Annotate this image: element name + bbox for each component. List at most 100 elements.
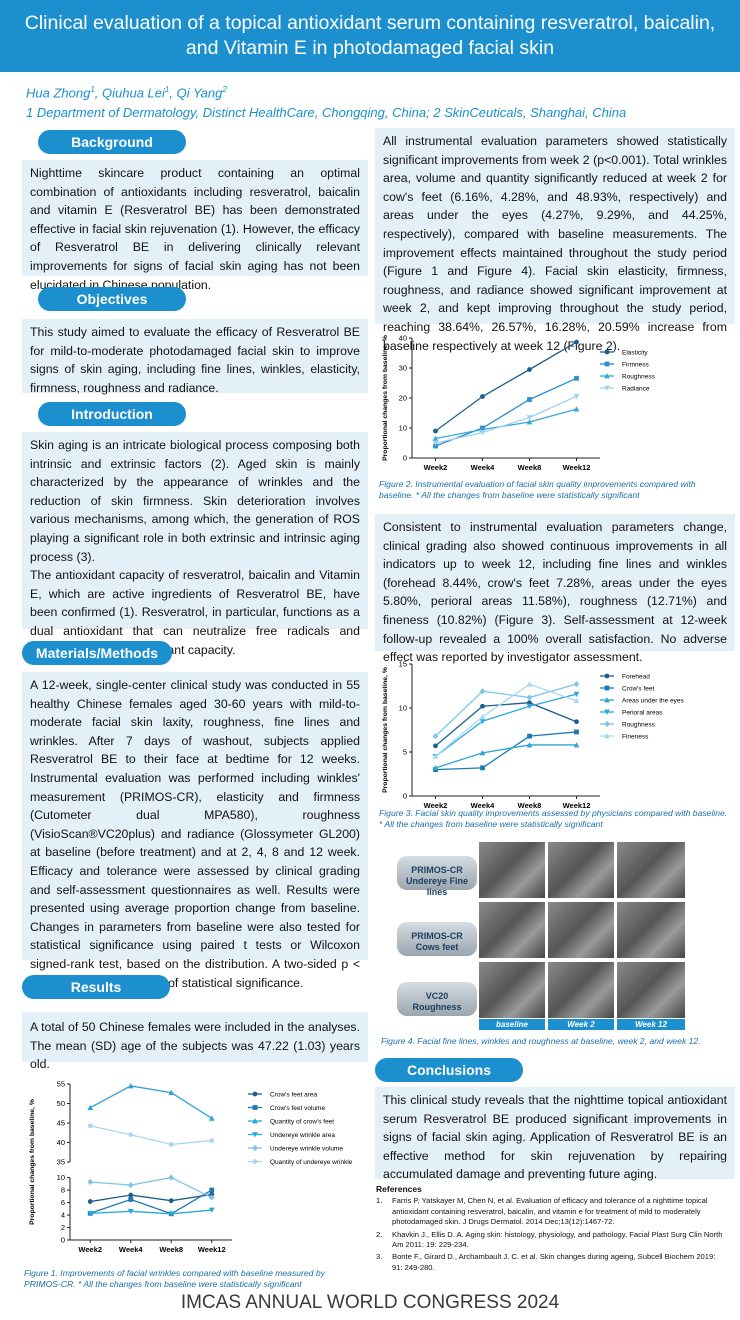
series-line (435, 683, 577, 757)
legend-label: Quantity of undereye wrinkle (270, 1159, 353, 1166)
legend-marker (252, 1105, 258, 1110)
x-tick-label: Week8 (518, 801, 542, 810)
objectives-text: This study aimed to evaluate the efficac… (22, 319, 368, 395)
y-tick-label: 35 (57, 1158, 65, 1167)
section-heading: Results (22, 975, 170, 999)
series-line (435, 683, 577, 737)
marker (573, 697, 580, 704)
series-line (435, 408, 577, 440)
row-label: PRIMOS-CR Undereye Fine lines (397, 856, 477, 897)
results-text: Consistent to instrumental evaluation pa… (375, 514, 735, 664)
reference: 3. Bonte F., Girard D., Archambault J. C.… (376, 1252, 726, 1273)
x-tick-label: Week2 (424, 463, 448, 472)
series-line (435, 702, 577, 747)
marker (127, 1083, 134, 1089)
author-sup: 1 (164, 85, 170, 94)
y-tick-label: 40 (57, 1138, 65, 1147)
photo (548, 842, 614, 898)
row-label-line: Roughness (412, 1002, 462, 1012)
legend-label: Fineness (622, 733, 649, 740)
marker (573, 681, 580, 688)
series-line (90, 1209, 212, 1215)
y-tick-label: 0 (403, 454, 407, 463)
figure-caption: Figure 2. Instrumental evaluation of fac… (379, 479, 696, 500)
marker (574, 339, 579, 345)
sep: , (94, 85, 103, 101)
legend-marker (252, 1118, 258, 1124)
legend-marker (604, 385, 610, 391)
marker (208, 1207, 215, 1213)
marker (433, 428, 438, 434)
y-tick-label: 4 (61, 1211, 65, 1220)
marker (479, 750, 486, 756)
x-tick-label: Week12 (563, 463, 591, 472)
figure-caption: Figure 4. Facial fine lines, winkles and… (381, 1036, 701, 1046)
legend-marker (604, 361, 610, 367)
photo (548, 962, 614, 1018)
results-text: All instrumental evaluation parameters s… (375, 128, 735, 353)
marker (168, 1174, 175, 1181)
marker (526, 694, 533, 701)
poster-title: Clinical evaluation of a topical antioxi… (0, 0, 740, 72)
legend-marker (604, 673, 610, 679)
y-axis-title: Proportional changes from baseline, % (29, 1099, 36, 1225)
legend-label: Crow's feet area (270, 1091, 318, 1098)
x-tick-label: Week2 (78, 1245, 102, 1254)
row-label: VC20 Roughness (397, 982, 477, 1016)
legend-label: Elasticity (622, 349, 648, 356)
photo (548, 902, 614, 958)
photo (479, 842, 545, 898)
marker (87, 1199, 93, 1204)
y-tick-label: 10 (57, 1173, 65, 1182)
y-axis-title: Proportional changes from baseline, % (382, 335, 389, 461)
column-label: Week 2 (548, 1019, 614, 1030)
section-heading: Introduction (38, 402, 186, 426)
marker (127, 1181, 134, 1189)
y-tick-label: 10 (399, 704, 407, 713)
section-heading: Conclusions (375, 1058, 523, 1082)
marker (480, 765, 485, 771)
marker (527, 397, 532, 402)
y-tick-label: 50 (57, 1099, 65, 1108)
legend-label: Quantity of crow's feet (270, 1118, 334, 1125)
x-tick-label: Week4 (471, 801, 495, 810)
author-sup: 2 (222, 85, 227, 94)
y-tick-label: 55 (57, 1080, 65, 1089)
series-line (89, 1085, 213, 1119)
reference: 2. Khavkin J., Ellis D. A. Aging skin: hi… (376, 1230, 726, 1251)
marker (168, 1089, 175, 1095)
y-tick-label: 6 (61, 1198, 65, 1207)
y-axis-title: Proportional changes from baseline, % (382, 667, 389, 793)
marker (526, 742, 533, 748)
marker (479, 718, 486, 725)
y-tick-label: 0 (403, 792, 407, 801)
marker (573, 393, 580, 400)
marker (527, 733, 532, 739)
legend-marker (604, 685, 610, 691)
footer: IMCAS ANNUAL WORLD CONGRESS 2024 (180, 1292, 560, 1313)
authors: Hua Zhong1, Qiuhua Lei1, Qi Yang2 1 Depa… (26, 80, 626, 123)
marker (433, 743, 438, 749)
x-tick-label: Week2 (424, 801, 448, 810)
photo (479, 902, 545, 958)
row-label-line: Cows feet (415, 942, 459, 952)
marker (128, 1197, 134, 1202)
figure-3-chart: 0 5 10 15 Week2 Week4 Week8 Week12 Proportional … (382, 660, 685, 811)
row-label-line: VC20 (425, 991, 449, 1001)
marker (480, 394, 485, 399)
marker (479, 713, 486, 720)
marker (526, 703, 533, 710)
legend-label: Roughness (622, 721, 656, 728)
legend-label: Forehead (622, 673, 650, 680)
y-tick-label: 30 (399, 364, 407, 373)
ref-text: Bonte F., Girard D., Archambault J. C. e… (392, 1252, 716, 1272)
references: References 1. Farris P, Yatskayer M, Chen… (376, 1184, 726, 1275)
y-tick-label: 20 (399, 394, 407, 403)
marker (87, 1104, 94, 1111)
legend-marker (604, 349, 610, 355)
y-tick-label: 8 (61, 1186, 65, 1195)
ref-text: Khavkin J., Ellis D. A. Aging skin: hist… (392, 1229, 723, 1250)
marker (87, 1210, 94, 1217)
legend-marker (604, 733, 610, 739)
background-text: Nighttime skincare product containing an… (22, 160, 368, 292)
